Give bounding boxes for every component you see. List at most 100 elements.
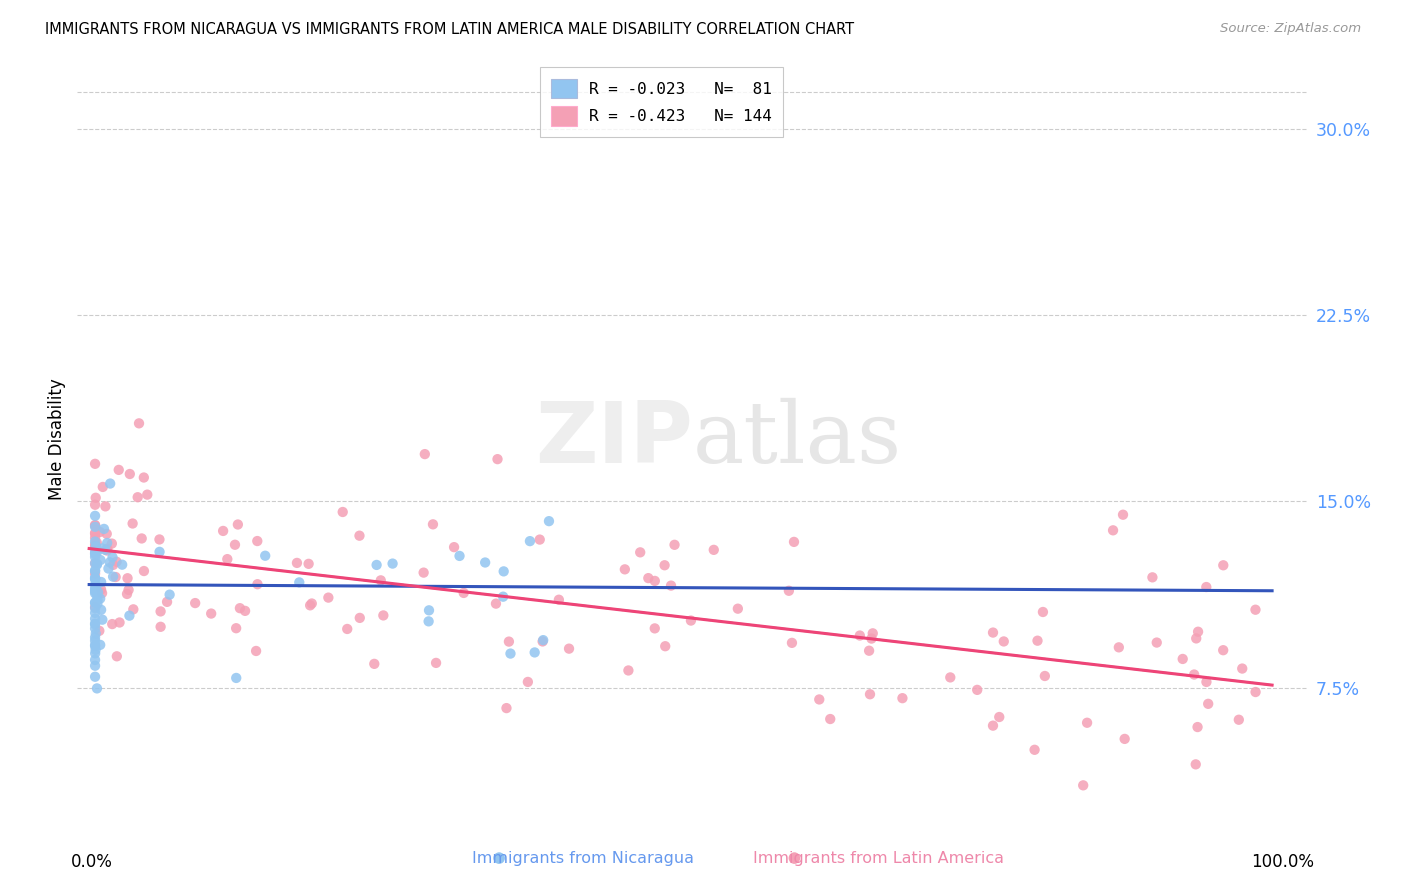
- Point: [988, 710, 1011, 724]
- Point: [225, 621, 247, 635]
- Point: [104, 570, 127, 584]
- Point: [318, 591, 340, 605]
- Point: [212, 524, 235, 538]
- Point: [727, 601, 749, 615]
- Point: [84, 658, 107, 673]
- Point: [96, 526, 118, 541]
- Text: 100.0%: 100.0%: [1251, 853, 1313, 871]
- Point: [939, 670, 962, 684]
- Point: [84, 646, 107, 660]
- Point: [94, 542, 117, 557]
- Point: [84, 556, 107, 570]
- Point: [246, 534, 269, 549]
- Point: [1187, 624, 1209, 639]
- Point: [492, 565, 515, 579]
- Point: [105, 649, 128, 664]
- Point: [703, 542, 725, 557]
- Point: [105, 555, 128, 569]
- Point: [488, 851, 510, 865]
- Point: [891, 691, 914, 706]
- Point: [1195, 580, 1218, 594]
- Point: [84, 601, 107, 615]
- Point: [101, 536, 124, 550]
- Point: [149, 604, 172, 618]
- Point: [84, 520, 107, 534]
- Point: [529, 533, 551, 547]
- Point: [246, 577, 269, 591]
- Point: [492, 590, 515, 604]
- Point: [413, 447, 436, 461]
- Point: [1114, 731, 1136, 746]
- Point: [91, 613, 114, 627]
- Point: [118, 608, 141, 623]
- Point: [84, 653, 107, 667]
- Point: [96, 536, 118, 550]
- Point: [381, 557, 404, 571]
- Point: [84, 670, 107, 684]
- Point: [644, 574, 666, 588]
- Point: [84, 531, 107, 545]
- Point: [1184, 757, 1206, 772]
- Point: [285, 556, 308, 570]
- Point: [131, 532, 153, 546]
- Point: [425, 656, 447, 670]
- Point: [89, 553, 111, 567]
- Point: [1024, 743, 1046, 757]
- Point: [136, 488, 159, 502]
- Point: [1182, 667, 1205, 681]
- Point: [862, 626, 884, 640]
- Point: [101, 558, 124, 572]
- Point: [200, 607, 222, 621]
- Point: [808, 692, 831, 706]
- Point: [1195, 675, 1218, 690]
- Point: [84, 534, 107, 549]
- Point: [122, 602, 145, 616]
- Point: [418, 615, 440, 629]
- Point: [531, 634, 554, 648]
- Point: [516, 674, 538, 689]
- Point: [84, 566, 107, 581]
- Point: [1212, 643, 1234, 657]
- Point: [84, 582, 107, 597]
- Point: [86, 535, 108, 549]
- Point: [498, 634, 520, 648]
- Point: [349, 529, 371, 543]
- Point: [780, 636, 803, 650]
- Point: [148, 533, 170, 547]
- Point: [159, 588, 181, 602]
- Point: [1244, 685, 1267, 699]
- Point: [1171, 652, 1194, 666]
- Point: [499, 647, 522, 661]
- Point: [93, 522, 115, 536]
- Point: [519, 534, 541, 549]
- Point: [84, 600, 107, 615]
- Point: [613, 562, 636, 576]
- Point: [474, 556, 496, 570]
- Point: [84, 612, 107, 626]
- Point: [485, 597, 508, 611]
- Point: [90, 582, 112, 597]
- Point: [84, 525, 107, 540]
- Point: [332, 505, 354, 519]
- Point: [1071, 778, 1094, 792]
- Point: [1212, 558, 1234, 573]
- Point: [531, 633, 554, 648]
- Point: [778, 583, 800, 598]
- Legend: R = -0.023   N=  81, R = -0.423   N= 144: R = -0.023 N= 81, R = -0.423 N= 144: [540, 68, 783, 136]
- Point: [86, 589, 108, 603]
- Point: [84, 491, 107, 505]
- Point: [1033, 669, 1056, 683]
- Point: [226, 517, 249, 532]
- Point: [94, 500, 117, 514]
- Point: [86, 557, 108, 571]
- Point: [617, 664, 640, 678]
- Point: [84, 508, 107, 523]
- Point: [84, 622, 107, 636]
- Point: [783, 851, 806, 865]
- Point: [363, 657, 385, 671]
- Point: [664, 538, 686, 552]
- Point: [121, 516, 143, 531]
- Point: [84, 638, 107, 652]
- Point: [84, 540, 107, 554]
- Point: [858, 644, 880, 658]
